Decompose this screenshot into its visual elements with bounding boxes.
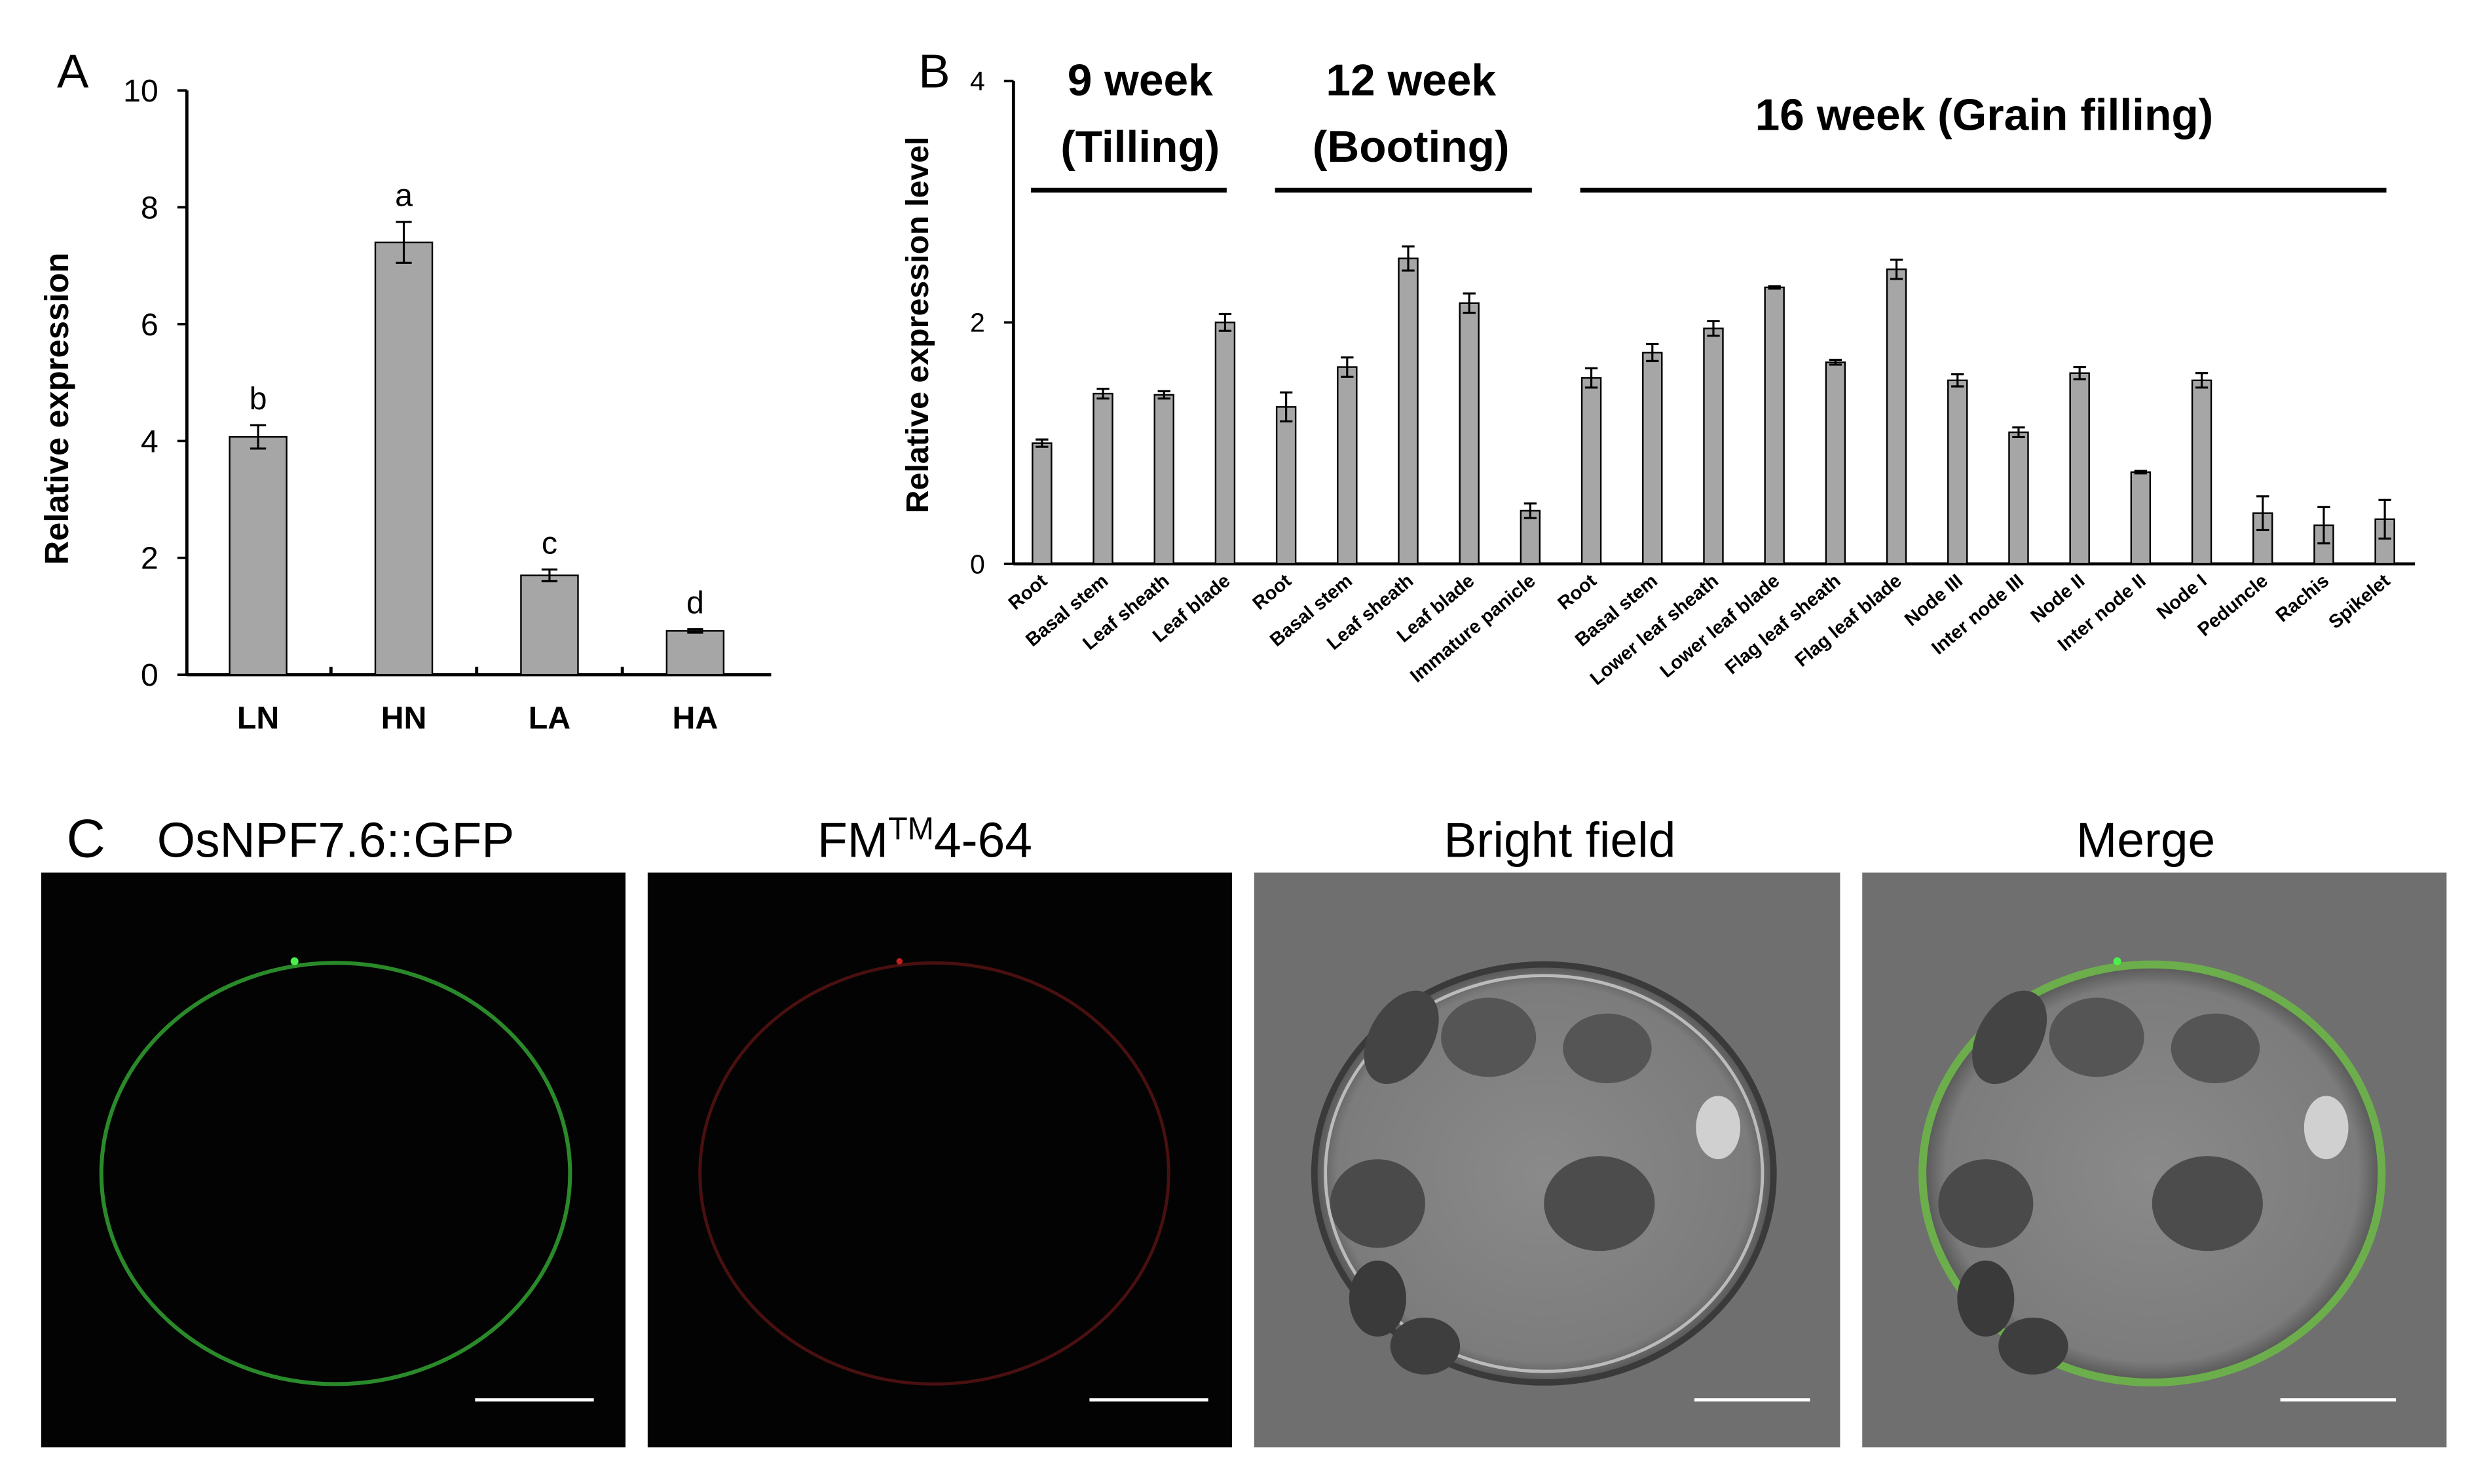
image-title: Bright field [1444,812,1675,867]
bar [1398,257,1419,565]
error-bar [2073,365,2086,380]
error-bar [2195,372,2209,389]
error-bar [1951,373,1964,388]
bar [1642,352,1663,565]
y-tick-label: 4 [970,66,985,96]
x-tick-label: Root [1005,570,1051,614]
bar [2069,372,2090,565]
bar [1153,394,1174,565]
error-bar [1768,285,1781,290]
fm-image [647,872,1232,1448]
bar [2008,431,2029,565]
bar [374,241,434,676]
x-tick-label: Node I [2153,570,2211,623]
y-tick-label: 0 [970,549,985,579]
x-tick-label: HN [381,700,427,735]
error-bar [396,221,412,264]
y-axis-label: Relative expression [38,253,75,565]
merge-image [1862,872,2447,1448]
image-title: OsNPF7.6::GFP [157,812,514,867]
error-bar [1341,356,1354,378]
error-bar [1646,343,1659,362]
image-title: Merge [2076,812,2215,867]
bar [2130,471,2152,565]
y-tick-label: 6 [141,307,159,343]
bar [1703,327,1724,565]
error-bar [1218,312,1232,332]
y-tick-label: 4 [141,424,159,459]
error-bar [1157,390,1170,400]
bar [1764,286,1785,565]
x-tick-label: Spikelet [2325,570,2395,633]
bar [1275,406,1297,565]
error-bar [1402,245,1415,272]
title-part: FM [817,812,888,867]
error-bar [1096,388,1110,400]
group-label: 16 week (Grain filling) [1755,91,2214,140]
bar [2191,379,2212,565]
error-bar [1890,258,1903,280]
significance-letter: a [395,178,413,213]
error-bar [1279,391,1293,423]
error-bar [1584,367,1598,389]
x-tick-label: LA [529,700,570,735]
bar [520,574,579,676]
error-bar [2378,498,2391,540]
error-bar [2256,495,2269,531]
bar [1032,442,1053,565]
significance-letter: d [686,585,704,620]
y-axis-label: Relative expression level [900,136,935,513]
bar [1580,377,1602,565]
bar [1337,366,1358,565]
error-bar [1036,438,1049,448]
bar [1947,379,1968,565]
x-tick-label: HA [672,700,718,735]
error-bar [687,628,703,634]
x-tick-label: Root [1554,570,1601,614]
title-superscript: TM [888,811,934,847]
error-bar [541,568,558,583]
x-tick-label: Rachis [2272,570,2333,627]
group-label: (Tilling) [1060,122,1220,172]
image-title: FMTM4-64 [817,811,1032,868]
error-bar [1523,502,1537,519]
y-tick-label: 10 [123,73,159,109]
panel-letter: A [57,45,89,98]
error-bar [2317,506,2330,545]
bar [1886,268,1907,565]
bar [229,436,288,676]
y-tick-label: 2 [141,541,159,576]
bar [1214,322,1236,565]
gfp-image [41,872,626,1448]
error-bar [2012,426,2025,439]
title-part: 4-64 [934,812,1032,867]
bar [665,630,725,676]
bar [1459,302,1480,565]
bar [1520,510,1541,565]
panel-letter: C [67,809,105,868]
significance-letter: c [542,525,557,561]
x-tick-label: Flag leaf blade [1791,570,1906,671]
error-bar [250,424,267,450]
y-tick-label: 2 [970,308,985,338]
y-tick-label: 8 [141,190,159,225]
bar [1825,361,1846,565]
bar [1092,392,1113,565]
panel-letter: B [918,45,950,98]
error-bar [1707,320,1720,337]
y-tick-label: 0 [141,658,159,693]
error-bar [2134,470,2148,475]
x-tick-label: LN [237,700,279,735]
bright-field-image [1254,872,1840,1448]
significance-letter: b [250,381,267,417]
error-bar [1829,358,1842,366]
error-bar [1463,292,1476,314]
x-tick-label: Root [1249,570,1296,614]
group-label: (Booting) [1313,122,1510,172]
group-label: 9 week [1068,56,1213,105]
group-label: 12 week [1326,56,1496,105]
